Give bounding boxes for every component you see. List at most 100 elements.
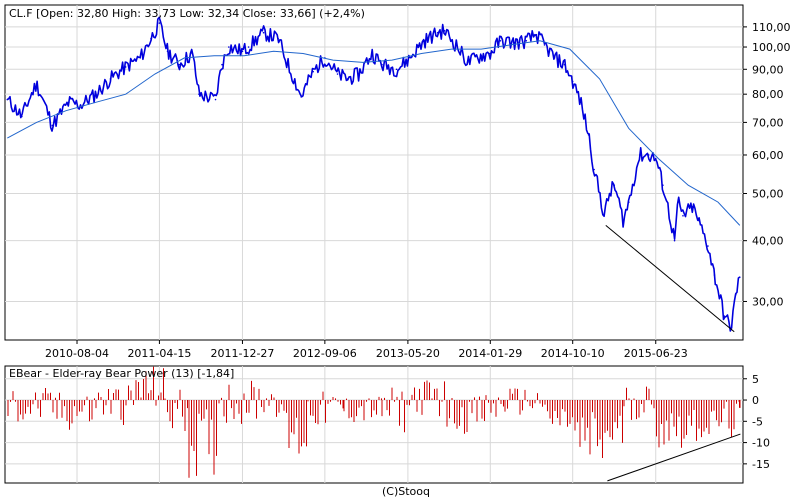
price-y-tick-label: 30,00 (752, 295, 784, 308)
price-point (525, 39, 528, 42)
indicator-y-tick-label: 0 (752, 394, 759, 407)
price-point (241, 50, 244, 53)
price-point (228, 46, 230, 48)
price-point (514, 42, 516, 44)
indicator-y-tick-label: -5 (752, 415, 763, 428)
indicator-trendline (607, 433, 741, 482)
price-point (21, 115, 23, 118)
price-point (535, 33, 538, 36)
price-point (593, 168, 595, 171)
price-point (191, 52, 193, 55)
price-point (178, 63, 181, 66)
price-point (150, 37, 152, 40)
price-point (214, 98, 217, 101)
price-point (277, 37, 279, 40)
price-y-tick-label: 100,00 (752, 41, 791, 54)
price-point (563, 63, 566, 66)
price-point (423, 39, 426, 42)
price-point (51, 124, 54, 127)
price-point (489, 52, 492, 55)
indicator-y-tick-label: 5 (752, 373, 759, 386)
price-plot-frame (4, 4, 744, 341)
price-point (198, 93, 200, 95)
price-point (682, 214, 684, 217)
price-series-layer (6, 16, 741, 333)
price-point (346, 78, 349, 80)
date-tick-label: 2014-01-29 (458, 347, 522, 360)
price-point (262, 31, 265, 34)
price-line (6, 16, 741, 332)
price-point (553, 57, 556, 59)
date-tick-label: 2013-05-20 (376, 347, 440, 360)
price-point (221, 63, 223, 66)
price-point (35, 83, 38, 85)
date-tick-label: 2011-12-27 (210, 347, 274, 360)
price-point (466, 61, 469, 64)
price-point (613, 184, 616, 187)
price-point (713, 274, 716, 276)
indicator-y-tick-label: -10 (752, 437, 770, 450)
indicator-plot-frame (4, 365, 744, 484)
price-point (654, 157, 657, 160)
date-tick-label: 2015-06-23 (624, 347, 688, 360)
price-point (124, 66, 127, 68)
price-point (443, 29, 446, 32)
price-y-tick-label: 40,00 (752, 235, 784, 248)
price-trendline (605, 225, 735, 333)
price-point (730, 326, 733, 329)
stooq-credit: (C)Stooq (382, 485, 430, 498)
price-y-tick-label: 90,00 (752, 63, 784, 76)
price-panel: 110,00 100,00 90,00 80,00 70,00 60,00 50,00 40,… (4, 4, 791, 360)
price-point (407, 59, 409, 61)
price-point (480, 54, 483, 57)
price-point (622, 219, 625, 222)
bear-power-bars (7, 366, 741, 478)
moving-average-line (7, 40, 741, 226)
date-tick-label: 2010-08-04 (45, 347, 109, 360)
price-point (707, 245, 709, 247)
price-point (587, 134, 590, 136)
price-point (697, 219, 700, 222)
price-y-tick-label: 60,00 (752, 149, 784, 162)
indicator-y-tick-label: -15 (752, 458, 770, 471)
price-y-tick-label: 110,00 (752, 21, 791, 34)
price-point (543, 44, 546, 46)
price-point (247, 46, 250, 48)
price-point (95, 93, 97, 95)
price-point (571, 80, 574, 83)
price-point (677, 201, 679, 203)
price-point (381, 63, 383, 66)
price-point (68, 101, 70, 104)
price-y-axis: 110,00 100,00 90,00 80,00 70,00 60,00 50,00 40,… (743, 21, 791, 308)
price-point (608, 192, 611, 195)
date-tick-label: 2012-09-06 (293, 347, 357, 360)
price-point (371, 52, 374, 55)
price-point (312, 70, 314, 73)
price-point (166, 50, 169, 53)
indicator-y-axis: 5 0 -5 -10 -15 (743, 373, 770, 471)
price-point (158, 22, 161, 24)
price-grid (5, 5, 743, 340)
price-point (628, 201, 630, 203)
indicator-title: EBear - Elder-ray Bear Power (13) [-1,84… (9, 367, 234, 380)
price-point (691, 205, 694, 208)
price-point (499, 39, 502, 42)
price-point (735, 293, 737, 296)
date-tick-label: 2011-04-15 (127, 347, 191, 360)
price-point (662, 184, 664, 187)
date-axis: 2010-08-04 2011-04-15 2011-12-27 2012-09-06… (45, 340, 688, 360)
price-point (723, 315, 725, 317)
price-point (455, 44, 457, 46)
price-point (639, 154, 641, 156)
price-point (579, 98, 581, 101)
price-y-tick-label: 70,00 (752, 116, 784, 129)
price-point (287, 63, 289, 66)
date-tick-label: 2014-10-10 (541, 347, 605, 360)
price-point (6, 98, 9, 101)
price-y-tick-label: 80,00 (752, 88, 784, 101)
price-point (336, 73, 339, 75)
indicator-trendline-layer (607, 433, 741, 482)
price-point (358, 73, 360, 75)
